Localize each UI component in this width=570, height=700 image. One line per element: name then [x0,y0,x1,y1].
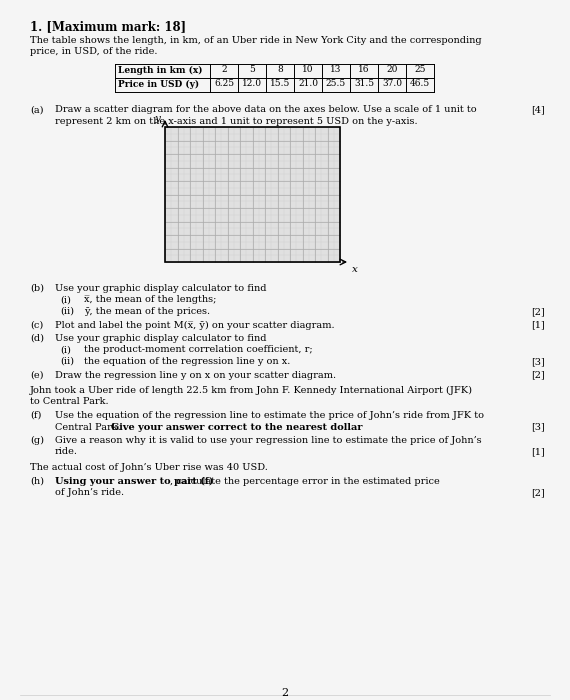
Text: of John’s ride.: of John’s ride. [55,488,124,497]
Text: 5: 5 [249,66,255,74]
Text: 6.25: 6.25 [214,80,234,88]
Text: x̅, the mean of the lengths;: x̅, the mean of the lengths; [84,295,217,304]
Text: Plot and label the point M(x̅, ȳ) on your scatter diagram.: Plot and label the point M(x̅, ȳ) on you… [55,321,335,330]
Text: 25.5: 25.5 [326,80,346,88]
Text: the product-moment correlation coefficient, r;: the product-moment correlation coefficie… [84,346,312,354]
Text: [2]: [2] [531,488,545,497]
Text: price, in USD, of the ride.: price, in USD, of the ride. [30,48,157,57]
Text: ride.: ride. [55,447,78,456]
Text: 2: 2 [282,688,288,698]
Text: 2: 2 [221,66,227,74]
Text: [1]: [1] [531,321,545,330]
Text: 31.5: 31.5 [354,80,374,88]
Text: Give a reason why it is valid to use your regression line to estimate the price : Give a reason why it is valid to use you… [55,436,482,445]
Text: [3]: [3] [531,357,545,366]
Text: x: x [352,265,358,274]
Text: (a): (a) [30,106,43,115]
Text: Price in USD (y): Price in USD (y) [118,80,199,89]
Bar [165,127,340,262]
Text: (c): (c) [30,321,43,330]
Text: the equation of the regression line y on x.: the equation of the regression line y on… [84,357,290,366]
Text: [4]: [4] [531,106,545,115]
Text: Use the equation of the regression line to estimate the price of John’s ride fro: Use the equation of the regression line … [55,411,484,420]
Text: (e): (e) [30,370,43,379]
Text: (h): (h) [30,477,44,486]
Text: 15.5: 15.5 [270,80,290,88]
Text: to Central Park.: to Central Park. [30,398,109,407]
Text: represent 2 km on the x-axis and 1 unit to represent 5 USD on the y-axis.: represent 2 km on the x-axis and 1 unit … [55,117,418,126]
Text: [1]: [1] [531,447,545,456]
Text: Give your answer correct to the nearest dollar: Give your answer correct to the nearest … [111,423,363,431]
Text: John took a Uber ride of length 22.5 km from John F. Kennedy International Airpo: John took a Uber ride of length 22.5 km … [30,386,473,395]
Text: , calculate the percentage error in the estimated price: , calculate the percentage error in the … [170,477,439,486]
Text: (f): (f) [30,411,42,420]
Text: Use your graphic display calculator to find: Use your graphic display calculator to f… [55,284,267,293]
Text: (b): (b) [30,284,44,293]
Text: 16: 16 [359,66,370,74]
Bar [165,127,340,262]
Text: (ii): (ii) [60,357,74,366]
Text: 20: 20 [386,66,398,74]
Text: Use your graphic display calculator to find: Use your graphic display calculator to f… [55,334,267,343]
Text: [2]: [2] [531,307,545,316]
Text: (i): (i) [60,346,71,354]
Text: 13: 13 [330,66,341,74]
Text: 46.5: 46.5 [410,80,430,88]
Text: The table shows the length, in km, of an Uber ride in New York City and the corr: The table shows the length, in km, of an… [30,36,482,45]
Text: 10: 10 [302,66,314,74]
Text: [3]: [3] [531,423,545,431]
Text: 21.0: 21.0 [298,80,318,88]
Text: 25: 25 [414,66,426,74]
Text: (ii): (ii) [60,307,74,316]
Text: (d): (d) [30,334,44,343]
Text: y: y [154,114,160,123]
Text: Draw a scatter diagram for the above data on the axes below. Use a scale of 1 un: Draw a scatter diagram for the above dat… [55,106,477,115]
Text: 1. [Maximum mark: 18]: 1. [Maximum mark: 18] [30,20,186,33]
Text: (g): (g) [30,436,44,445]
Text: Draw the regression line y on x on your scatter diagram.: Draw the regression line y on x on your … [55,370,336,379]
Text: Central Park.: Central Park. [55,423,124,431]
Text: 8: 8 [277,66,283,74]
Text: 12.0: 12.0 [242,80,262,88]
Text: Length in km (x): Length in km (x) [118,66,202,75]
Text: The actual cost of John’s Uber rise was 40 USD.: The actual cost of John’s Uber rise was … [30,463,268,472]
Text: (i): (i) [60,295,71,304]
Text: ȳ, the mean of the prices.: ȳ, the mean of the prices. [84,307,210,316]
Text: [2]: [2] [531,370,545,379]
Text: 37.0: 37.0 [382,80,402,88]
Text: Using your answer to part (f): Using your answer to part (f) [55,477,213,486]
